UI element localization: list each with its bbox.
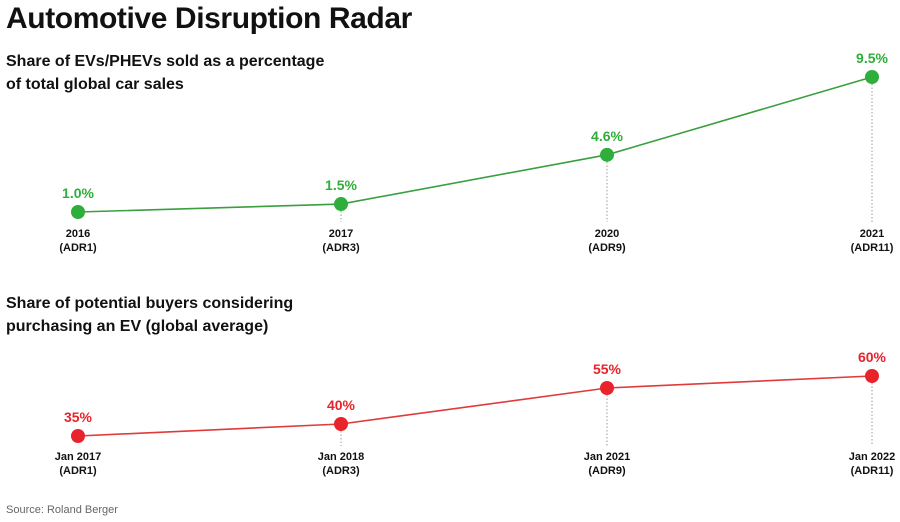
ev-sales-point xyxy=(600,147,614,162)
buyers-series-line xyxy=(77,375,873,437)
chart-1-title: Share of EVs/PHEVs sold as a percentage … xyxy=(6,53,325,93)
ev-sales-point xyxy=(334,197,348,212)
buyers-point xyxy=(600,381,614,395)
buyers-category-sublabel: (ADR9) xyxy=(588,465,626,477)
ev-sales-category-sublabel: (ADR11) xyxy=(851,242,894,254)
chart-2-title: Share of potential buyers considering pu… xyxy=(6,295,294,335)
buyers-category-label: Jan 2022 xyxy=(849,451,895,463)
ev-sales-category-label: 2017 xyxy=(329,228,353,240)
ev-sales-point xyxy=(865,70,879,84)
ev-sales-value-label: 4.6% xyxy=(591,128,623,144)
buyers-value-label: 35% xyxy=(64,409,93,425)
ev-sales-point xyxy=(71,205,85,219)
ev-sales-category-sublabel: (ADR1) xyxy=(59,242,97,254)
buyers-value-label: 40% xyxy=(327,397,356,413)
ev-sales-series-line xyxy=(77,76,873,213)
source-note: Source: Roland Berger xyxy=(6,504,118,516)
ev-sales-category-label: 2016 xyxy=(66,228,90,240)
ev-sales-value-label: 1.5% xyxy=(325,177,357,193)
buyers-point xyxy=(334,417,348,431)
buyers-point xyxy=(71,429,85,443)
buyers-category-label: Jan 2018 xyxy=(318,451,364,463)
buyers-category-label: Jan 2021 xyxy=(584,451,630,463)
ev-sales-category-label: 2020 xyxy=(595,228,619,240)
buyers-point xyxy=(865,369,879,383)
buyers-category-label: Jan 2017 xyxy=(55,451,101,463)
buyers-value-label: 55% xyxy=(593,361,622,377)
buyers-category-sublabel: (ADR11) xyxy=(851,465,894,477)
ev-sales-category-sublabel: (ADR3) xyxy=(322,242,360,254)
ev-sales-category-sublabel: (ADR9) xyxy=(588,242,626,254)
ev-sales-category-label: 2021 xyxy=(860,228,884,240)
buyers-category-sublabel: (ADR3) xyxy=(322,465,360,477)
page-title: Automotive Disruption Radar xyxy=(6,2,412,35)
ev-sales-value-label: 9.5% xyxy=(856,50,888,66)
buyers-value-label: 60% xyxy=(858,349,887,365)
ev-sales-value-label: 1.0% xyxy=(62,185,94,201)
buyers-category-sublabel: (ADR1) xyxy=(59,465,97,477)
